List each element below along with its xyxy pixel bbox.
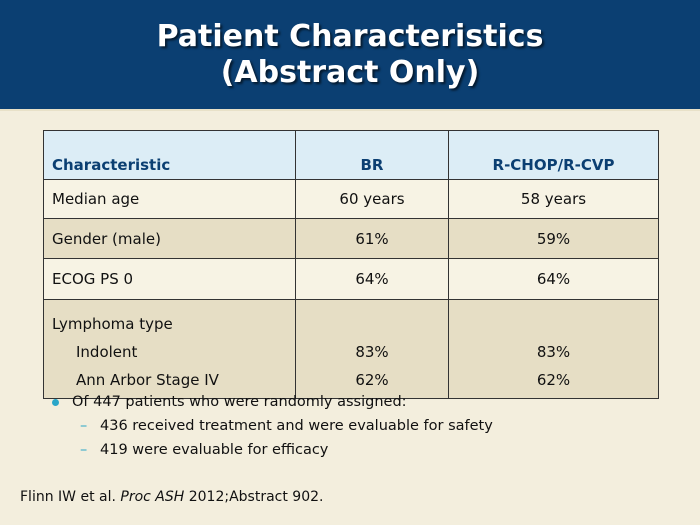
br-value: 60 years <box>295 179 449 219</box>
bullet-item: Of 447 patients who were randomly assign… <box>52 394 493 418</box>
row-label: Lymphoma type <box>52 315 173 333</box>
column-header-rchop: R-CHOP/R-CVP <box>448 130 659 180</box>
row-label: Gender (male) <box>43 218 296 259</box>
sub-row-label: Ann Arbor Stage IV <box>76 371 219 389</box>
slide-title-line-1: Patient Characteristics <box>156 18 544 54</box>
sub-bullet-item: – 436 received treatment and were evalua… <box>52 418 493 442</box>
rchop-value: 59% <box>448 218 659 259</box>
table-header-row: Characteristic BR R-CHOP/R-CVP <box>43 130 659 180</box>
citation-details: 2012;Abstract 902. <box>184 489 324 505</box>
citation-journal: Proc ASH <box>120 489 185 505</box>
rchop-value-group: 83% 62% <box>448 299 659 399</box>
bullet-text: Of 447 patients who were randomly assign… <box>72 394 407 410</box>
column-header-characteristic: Characteristic <box>43 130 296 180</box>
bullet-dot-icon <box>52 399 59 406</box>
br-value: 62% <box>355 371 389 389</box>
slide-header: Patient Characteristics (Abstract Only) <box>0 0 700 111</box>
row-label: ECOG PS 0 <box>43 258 296 300</box>
citation: Flinn IW et al. Proc ASH 2012;Abstract 9… <box>20 489 323 505</box>
citation-authors: Flinn IW et al. <box>20 489 121 505</box>
br-value: 83% <box>355 343 389 361</box>
rchop-value: 64% <box>448 258 659 300</box>
row-label: Median age <box>43 179 296 219</box>
rchop-value: 58 years <box>448 179 659 219</box>
br-value: 64% <box>295 258 449 300</box>
dash-icon: – <box>80 418 88 434</box>
sub-bullet-text: 436 received treatment and were evaluabl… <box>100 418 493 434</box>
bullet-list: Of 447 patients who were randomly assign… <box>52 394 493 466</box>
rchop-value: 83% <box>536 343 571 361</box>
row-label-group: Lymphoma type Indolent Ann Arbor Stage I… <box>43 299 296 399</box>
rchop-value: 62% <box>536 371 571 389</box>
sub-bullet-item: – 419 were evaluable for efficacy <box>52 442 493 466</box>
table-row: Gender (male) 61% 59% <box>43 218 659 259</box>
br-value-group: 83% 62% <box>295 299 449 399</box>
table-row: Median age 60 years 58 years <box>43 179 659 219</box>
dash-icon: – <box>80 442 88 458</box>
br-value: 61% <box>295 218 449 259</box>
slide-title-line-2: (Abstract Only) <box>220 54 480 90</box>
table-row: Lymphoma type Indolent Ann Arbor Stage I… <box>43 299 659 399</box>
patient-characteristics-table: Characteristic BR R-CHOP/R-CVP Median ag… <box>43 130 659 399</box>
sub-row-label: Indolent <box>76 343 138 361</box>
column-header-br: BR <box>295 130 449 180</box>
sub-bullet-text: 419 were evaluable for efficacy <box>100 442 329 458</box>
table-row: ECOG PS 0 64% 64% <box>43 258 659 300</box>
